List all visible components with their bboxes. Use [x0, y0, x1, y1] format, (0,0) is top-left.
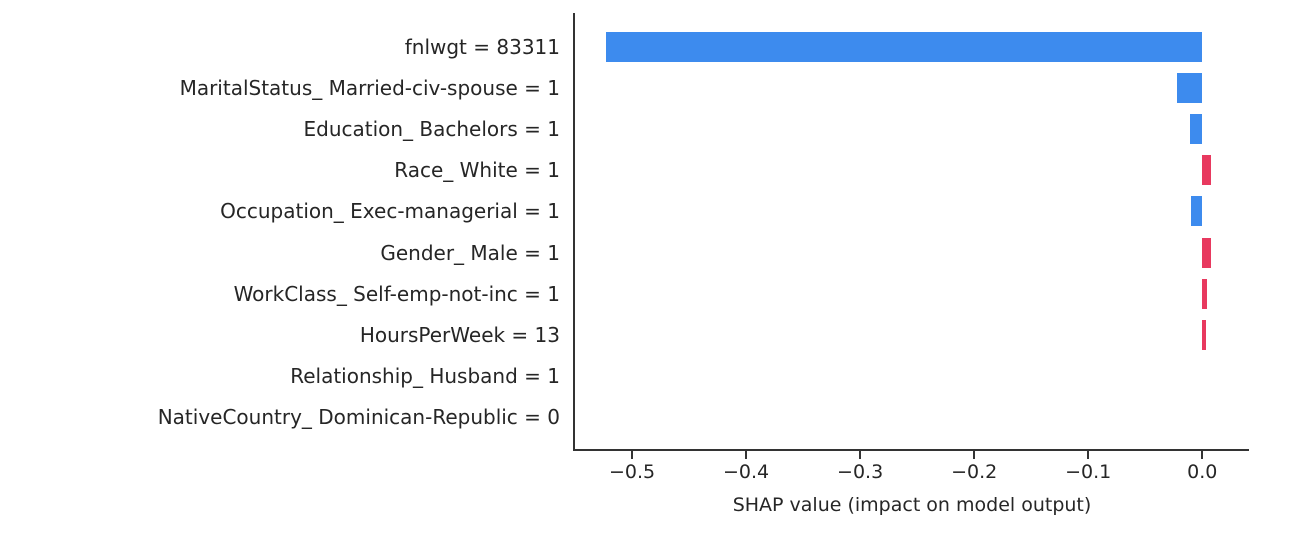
x-tick-label: −0.1 [1065, 461, 1112, 483]
x-tick-mark [1087, 451, 1090, 459]
x-tick-mark [1201, 451, 1204, 459]
x-tick-label: −0.4 [722, 461, 770, 483]
shap-bar-positive [1202, 319, 1206, 350]
x-tick-mark [631, 451, 634, 459]
category-label: Education_ Bachelors = 1 [303, 117, 560, 142]
category-label: WorkClass_ Self-emp-not-inc = 1 [233, 281, 560, 306]
category-label: fnlwgt = 83311 [404, 35, 560, 59]
x-tick-label: −0.5 [608, 461, 656, 483]
category-label: NativeCountry_ Dominican-Republic = 0 [157, 405, 560, 430]
shap-bar-positive [1202, 278, 1207, 309]
shap-bar-negative [1177, 73, 1203, 104]
category-label: MaritalStatus_ Married-civ-spouse = 1 [179, 76, 560, 101]
category-label: Race_ White = 1 [394, 158, 560, 183]
y-axis-spine [573, 13, 575, 451]
shap-bar-positive [1202, 237, 1212, 268]
category-label: HoursPerWeek = 13 [359, 322, 560, 347]
x-axis-title: SHAP value (impact on model output) [732, 494, 1092, 516]
category-label: Relationship_ Husband = 1 [290, 363, 560, 388]
shap-bar-negative [1190, 196, 1203, 227]
shap-bar-negative [1189, 114, 1203, 145]
category-label: Gender_ Male = 1 [380, 240, 560, 265]
shap-bar-positive [1202, 155, 1212, 186]
x-tick-label: −0.3 [837, 461, 884, 483]
x-tick-mark [973, 451, 976, 459]
category-label: Occupation_ Exec-managerial = 1 [220, 199, 560, 224]
x-axis-spine [573, 449, 1249, 451]
x-tick-mark [745, 451, 748, 459]
x-tick-label: −0.2 [951, 461, 998, 483]
x-tick-label: 0.0 [1187, 461, 1218, 483]
shap-bar-negative [605, 32, 1203, 62]
x-tick-mark [859, 451, 862, 459]
